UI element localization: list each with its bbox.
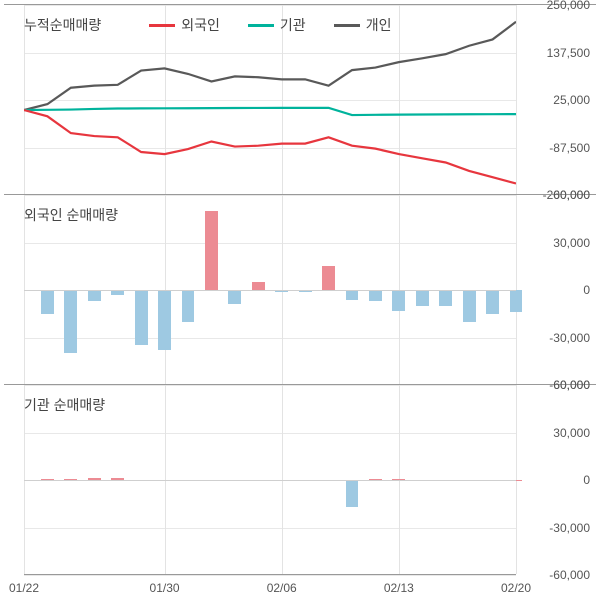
institution-net-trading-panel: 기관 순매매량 -60,000-30,000030,00060,000 — [4, 384, 596, 574]
bar — [41, 290, 54, 314]
bar — [252, 282, 265, 290]
bar — [463, 290, 476, 322]
legend-line-foreigner — [149, 24, 175, 27]
legend-label: 기관 — [280, 15, 306, 35]
x-tick-label: 02/13 — [384, 581, 414, 595]
legend-label: 외국인 — [181, 15, 220, 35]
y-labels-top: -200,000-87,50025,000137,500250,000 — [520, 5, 596, 194]
bar — [416, 290, 429, 306]
bar — [486, 290, 499, 314]
y-tick-label: 250,000 — [547, 0, 590, 12]
bar — [369, 290, 382, 301]
y-labels-mid: -60,000-30,000030,00060,000 — [520, 195, 596, 384]
bar — [158, 290, 171, 350]
bar — [88, 290, 101, 301]
y-tick-label: -30,000 — [549, 521, 590, 535]
line-foreigner — [24, 110, 516, 184]
bar — [346, 290, 359, 300]
bar — [346, 480, 359, 507]
panel-title-bot: 기관 순매매량 — [24, 395, 105, 415]
bar — [205, 211, 218, 290]
bar — [322, 266, 335, 290]
bar — [182, 290, 195, 322]
y-gridline — [24, 385, 516, 386]
bar — [228, 290, 241, 304]
x-tick-label: 01/22 — [9, 581, 39, 595]
bar — [135, 290, 148, 345]
x-gridline — [516, 5, 517, 194]
y-tick-label: 0 — [583, 473, 590, 487]
y-tick-label: -30,000 — [549, 331, 590, 345]
legend-institution: 기관 — [248, 15, 306, 35]
panel-title-mid: 외국인 순매매량 — [24, 205, 118, 225]
x-tick-label: 02/20 — [501, 581, 531, 595]
y-tick-label: 0 — [583, 283, 590, 297]
panel-title-top: 누적순매매량 — [24, 15, 101, 35]
bar — [392, 290, 405, 311]
y-tick-label: 30,000 — [553, 426, 590, 440]
y-tick-label: 25,000 — [553, 93, 590, 107]
legend-individual: 개인 — [334, 15, 392, 35]
y-gridline — [24, 528, 516, 529]
x-tick-label: 02/06 — [267, 581, 297, 595]
y-gridline — [24, 195, 516, 196]
y-tick-label: 137,500 — [547, 46, 590, 60]
y-labels-bot: -60,000-30,000030,00060,000 — [520, 385, 596, 574]
y-gridline — [24, 243, 516, 244]
bar — [439, 290, 452, 306]
y-tick-label: -87,500 — [549, 141, 590, 155]
x-tick-label: 01/30 — [150, 581, 180, 595]
y-gridline — [24, 338, 516, 339]
legend-label: 개인 — [366, 15, 392, 35]
y-tick-label: 60,000 — [553, 378, 590, 392]
line-individual — [24, 22, 516, 110]
line-institution — [24, 108, 516, 115]
legend-line-individual — [334, 24, 360, 27]
y-tick-label: 30,000 — [553, 236, 590, 250]
x-axis: 01/2201/3002/0602/1302/20 — [24, 574, 516, 602]
y-tick-label: -60,000 — [549, 568, 590, 582]
y-gridline — [24, 433, 516, 434]
legend-line-institution — [248, 24, 274, 27]
legend: 누적순매매량 외국인 기관 개인 — [24, 15, 516, 35]
bar — [64, 290, 77, 353]
chart-container: 누적순매매량 외국인 기관 개인 -200,000-87,50025,00013… — [0, 0, 600, 604]
foreigner-net-trading-panel: 외국인 순매매량 -60,000-30,000030,00060,000 — [4, 194, 596, 384]
y-tick-label: 60,000 — [553, 188, 590, 202]
legend-foreigner: 외국인 — [149, 15, 220, 35]
cumulative-net-trading-panel: 누적순매매량 외국인 기관 개인 -200,000-87,50025,00013… — [4, 4, 596, 194]
